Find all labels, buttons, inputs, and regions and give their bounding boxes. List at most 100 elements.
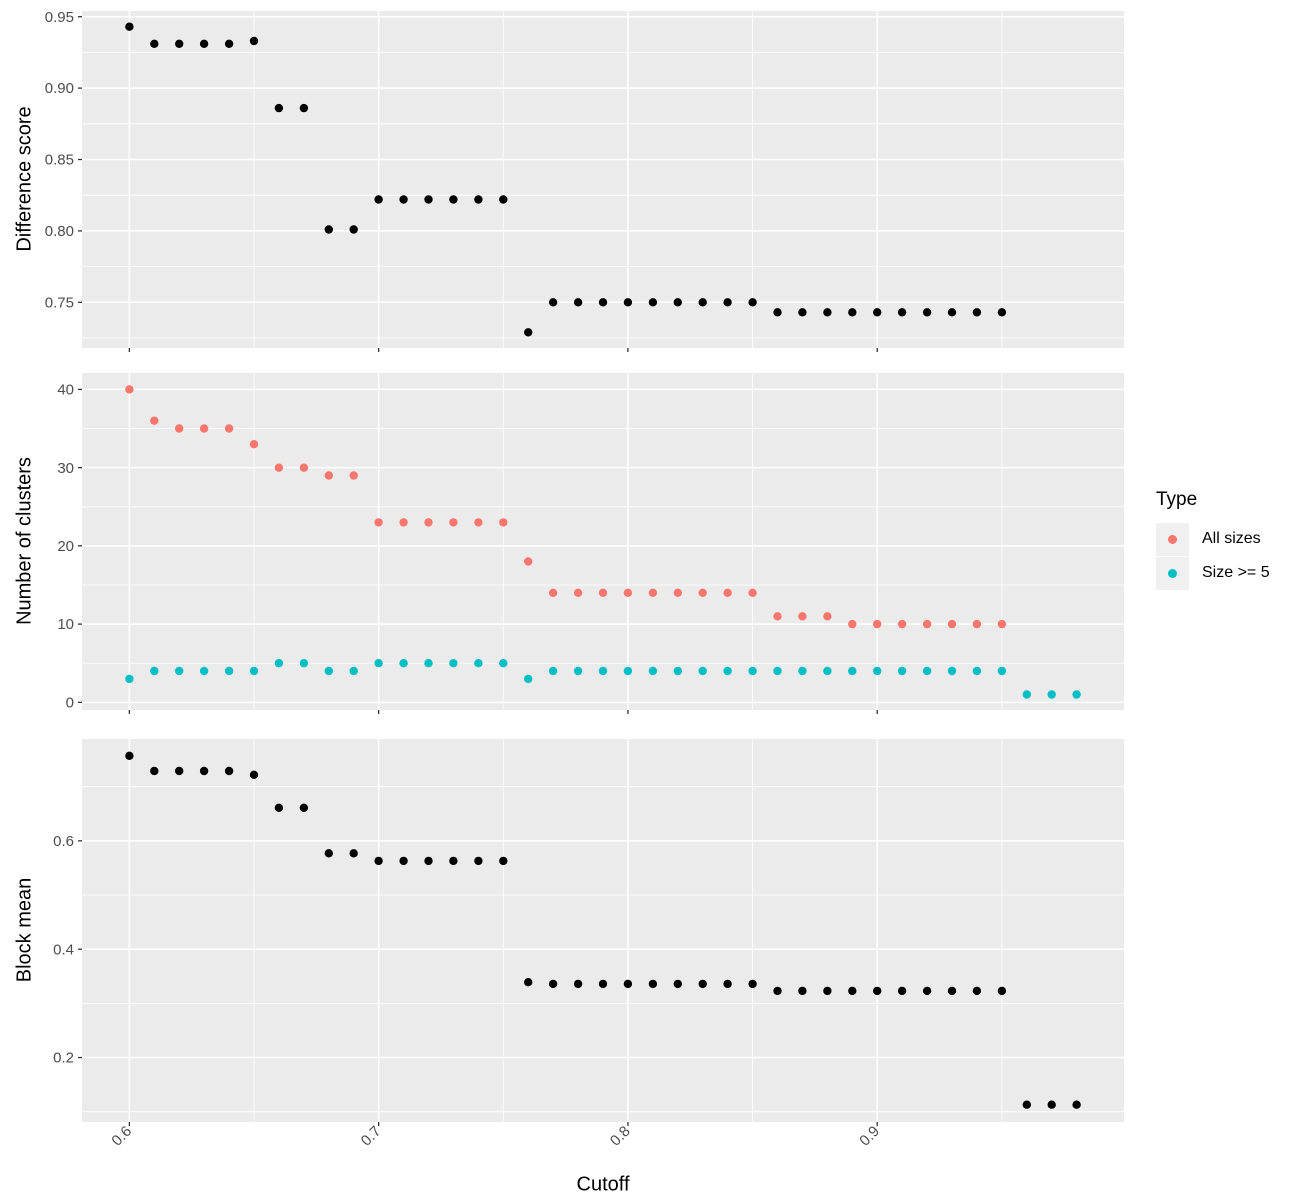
x-axis-title: Cutoff: [576, 1173, 630, 1196]
data-point-size-5: [648, 666, 658, 676]
data-point-size-5: [1022, 690, 1031, 699]
data-point-difference-score: [698, 298, 707, 307]
size-ge-5-dot-icon: [1168, 568, 1177, 578]
data-point-all-sizes: [873, 619, 882, 629]
y-axis-title-block-mean: Block mean: [13, 877, 36, 983]
data-point-all-sizes: [125, 385, 134, 394]
data-point-all-sizes: [474, 518, 483, 527]
data-point-difference-score: [524, 328, 533, 337]
data-point-all-sizes: [499, 518, 508, 527]
legend-item-size-ge-5: Size >= 5: [1156, 556, 1270, 590]
data-point-all-sizes: [723, 588, 732, 597]
y-tick-label: 0.2: [53, 1050, 74, 1067]
data-point-all-sizes: [972, 619, 982, 629]
data-point-difference-score: [972, 308, 982, 317]
data-point-all-sizes: [224, 424, 234, 433]
x-tick-label: 0.9: [856, 1123, 883, 1150]
data-point-size-5: [773, 666, 782, 676]
panel-background: [82, 373, 1124, 710]
legend-key: [1156, 522, 1189, 556]
data-point-size-5: [474, 659, 483, 668]
data-point-difference-score: [175, 39, 184, 48]
data-point-block-mean: [499, 856, 508, 866]
data-point-block-mean: [798, 986, 807, 996]
y-axis-title-difference-score: Difference score: [13, 106, 36, 252]
data-point-difference-score: [623, 298, 633, 307]
data-point-all-sizes: [573, 588, 583, 597]
data-point-all-sizes: [748, 588, 757, 597]
data-point-block-mean: [349, 849, 358, 858]
data-point-block-mean: [748, 979, 757, 989]
panel-background: [82, 11, 1124, 348]
data-point-difference-score: [648, 298, 658, 307]
data-point-block-mean: [623, 979, 633, 989]
data-point-difference-score: [125, 22, 134, 31]
data-point-all-sizes: [175, 424, 184, 433]
legend: Type All sizes Size >= 5: [1156, 489, 1270, 590]
data-point-size-5: [723, 666, 732, 676]
data-point-difference-score: [474, 195, 483, 204]
data-point-block-mean: [1072, 1100, 1081, 1109]
x-tick-label: 0.6: [108, 1123, 135, 1150]
data-point-all-sizes: [823, 612, 832, 621]
data-point-block-mean: [598, 979, 608, 989]
data-point-block-mean: [673, 979, 682, 989]
panel-background: [82, 739, 1124, 1122]
y-tick-label: 0: [66, 694, 74, 711]
data-point-size-5: [125, 674, 134, 684]
data-point-size-5: [997, 666, 1007, 676]
data-point-size-5: [249, 666, 259, 676]
data-point-block-mean: [823, 986, 832, 996]
data-point-size-5: [947, 666, 957, 676]
data-point-block-mean: [548, 979, 558, 989]
data-point-difference-score: [848, 308, 857, 317]
data-point-block-mean: [299, 803, 309, 812]
data-point-all-sizes: [299, 463, 309, 472]
legend-label: Size >= 5: [1202, 564, 1270, 581]
data-point-block-mean: [224, 766, 234, 776]
data-point-all-sizes: [274, 463, 284, 472]
data-point-block-mean: [972, 986, 982, 996]
y-tick-label: 30: [57, 460, 74, 477]
data-point-difference-score: [823, 308, 832, 317]
y-tick-label: 0.90: [45, 80, 74, 97]
data-point-all-sizes: [897, 619, 907, 629]
legend-item-all-sizes: All sizes: [1156, 522, 1270, 556]
data-point-block-mean: [922, 986, 932, 996]
data-point-all-sizes: [773, 612, 782, 621]
data-point-difference-score: [748, 298, 757, 307]
data-point-difference-score: [673, 298, 682, 307]
data-point-all-sizes: [449, 518, 458, 527]
data-point-all-sizes: [598, 588, 608, 597]
data-point-size-5: [897, 666, 907, 676]
data-point-block-mean: [873, 986, 882, 996]
data-point-size-5: [623, 666, 633, 676]
legend-label: All sizes: [1202, 530, 1261, 547]
data-point-block-mean: [249, 770, 259, 779]
y-tick-label: 10: [57, 616, 74, 633]
data-point-size-5: [349, 666, 358, 676]
data-point-block-mean: [573, 979, 583, 989]
data-point-block-mean: [199, 766, 209, 776]
data-point-size-5: [324, 666, 333, 676]
data-point-size-5: [274, 659, 284, 668]
x-tick-label: 0.8: [607, 1123, 634, 1150]
data-point-difference-score: [150, 39, 159, 48]
data-point-difference-score: [449, 195, 458, 204]
data-point-all-sizes: [698, 588, 707, 597]
data-point-block-mean: [524, 978, 533, 987]
data-point-size-5: [399, 659, 408, 668]
data-point-size-5: [424, 659, 433, 668]
data-point-block-mean: [997, 986, 1007, 996]
data-point-all-sizes: [349, 471, 358, 480]
data-point-all-sizes: [150, 416, 159, 425]
legend-key: [1156, 556, 1189, 590]
data-point-block-mean: [947, 986, 957, 996]
data-point-block-mean: [449, 856, 458, 866]
data-point-difference-score: [798, 308, 807, 317]
y-axis-title-number-of-clusters: Number of clusters: [13, 457, 36, 625]
data-point-size-5: [698, 666, 707, 676]
data-point-difference-score: [274, 103, 284, 113]
data-point-all-sizes: [947, 619, 957, 629]
data-point-difference-score: [922, 308, 932, 317]
